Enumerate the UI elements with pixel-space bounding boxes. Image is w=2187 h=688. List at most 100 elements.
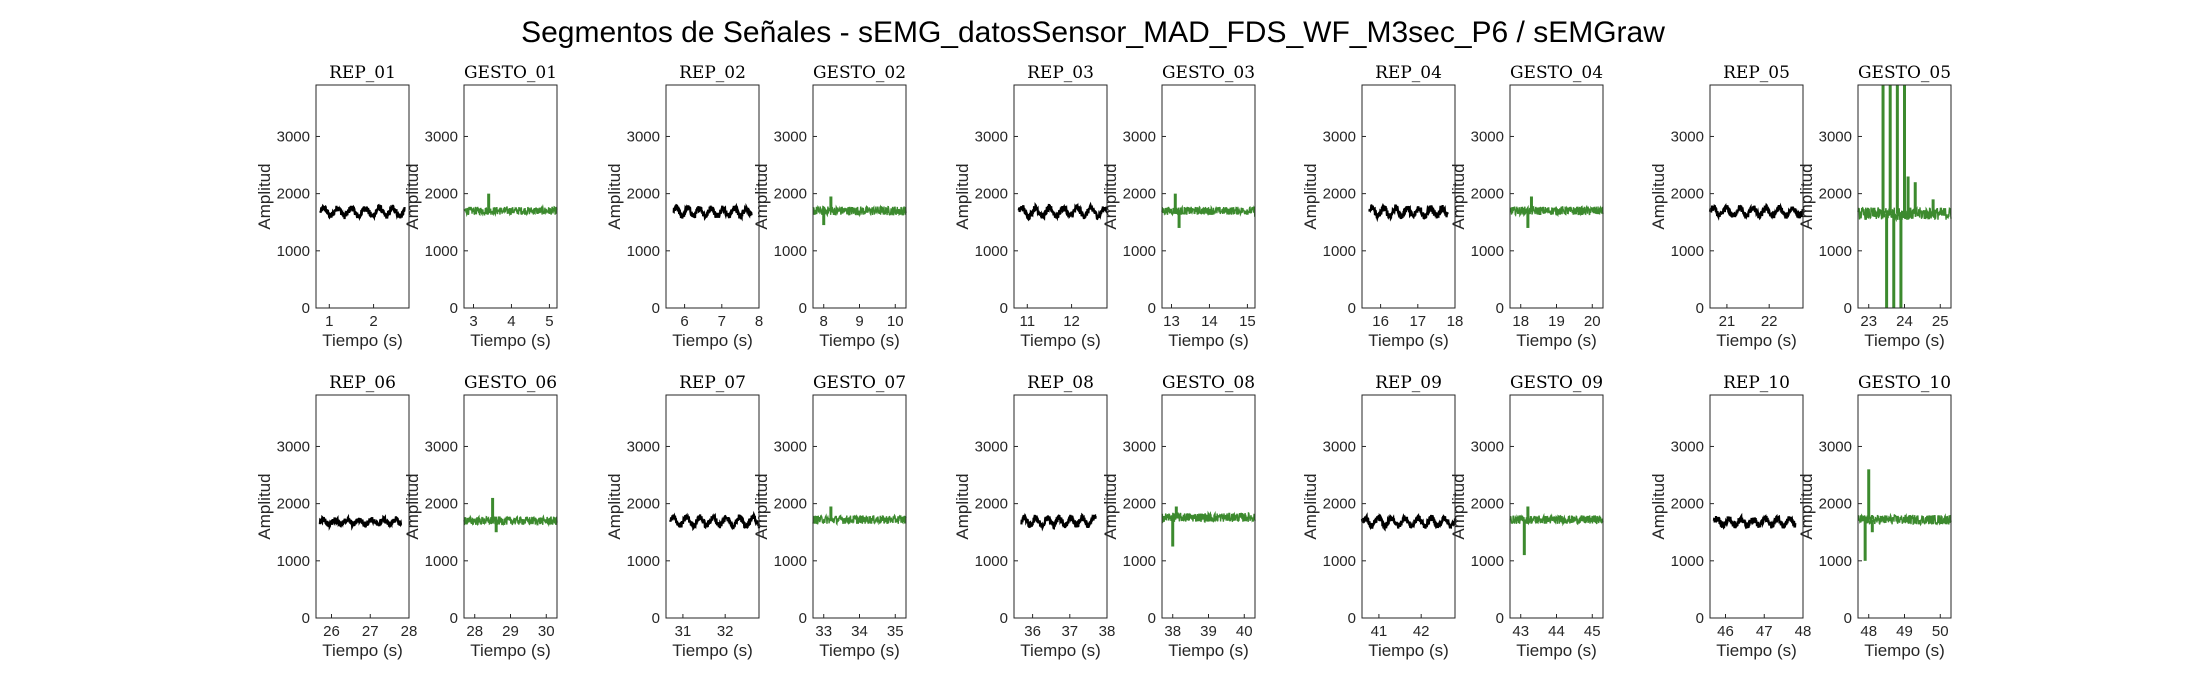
x-tick-label: 21 (1719, 313, 1736, 330)
y-tick-label: 1000 (774, 553, 807, 570)
y-tick-label: 0 (652, 300, 660, 317)
x-axis-label: Tiempo (s) (1368, 331, 1449, 350)
axes-box (665, 84, 760, 309)
x-tick-label: 9 (855, 313, 863, 330)
y-axis-label: Amplitud (1101, 473, 1120, 539)
y-tick-label: 2000 (1471, 186, 1504, 203)
figure-title: Segmentos de Señales - sEMG_datosSensor_… (521, 16, 1665, 49)
signal-line (1857, 206, 1952, 223)
x-tick-label: 48 (1860, 623, 1877, 640)
y-axis-label: Amplitud (403, 163, 422, 229)
x-tick-label: 50 (1932, 623, 1949, 640)
signal-line (463, 514, 558, 527)
x-tick-label: 18 (1512, 313, 1529, 330)
y-tick-label: 0 (799, 610, 807, 627)
y-tick-label: 2000 (1123, 186, 1156, 203)
x-axis-label: Tiempo (s) (1020, 641, 1101, 660)
x-tick-label: 43 (1512, 623, 1529, 640)
y-tick-label: 1000 (1323, 243, 1356, 260)
x-axis-label: Tiempo (s) (1516, 331, 1597, 350)
x-tick-label: 28 (401, 623, 418, 640)
x-tick-label: 26 (323, 623, 340, 640)
y-tick-label: 1000 (1671, 553, 1704, 570)
y-tick-label: 1000 (1819, 553, 1852, 570)
panel-title: REP_06 (329, 373, 396, 393)
x-tick-label: 11 (1019, 313, 1035, 330)
axes-box (1709, 84, 1804, 309)
y-tick-label: 2000 (1471, 496, 1504, 513)
signal-line (1509, 512, 1604, 527)
x-tick-label: 5 (545, 313, 553, 330)
x-tick-label: 7 (718, 313, 726, 330)
y-tick-label: 0 (1696, 300, 1704, 317)
y-tick-label: 0 (1148, 300, 1156, 317)
y-tick-label: 0 (450, 610, 458, 627)
axes-box (315, 394, 410, 619)
y-tick-label: 2000 (975, 496, 1008, 513)
signal-line (1017, 201, 1109, 222)
y-tick-label: 1000 (425, 243, 458, 260)
y-axis-label: Amplitud (953, 473, 972, 539)
x-axis-label: Tiempo (s) (1716, 331, 1797, 350)
y-axis-label: Amplitud (1101, 163, 1120, 229)
y-tick-label: 2000 (1323, 186, 1356, 203)
x-axis-label: Tiempo (s) (1516, 641, 1597, 660)
panel-title: GESTO_08 (1162, 373, 1255, 393)
y-tick-label: 1000 (975, 243, 1008, 260)
axes-box (1361, 84, 1456, 309)
y-tick-label: 1000 (627, 243, 660, 260)
x-tick-label: 1 (325, 313, 333, 330)
y-tick-label: 0 (1496, 610, 1504, 627)
x-axis-label: Tiempo (s) (1368, 641, 1449, 660)
x-axis-label: Tiempo (s) (1864, 331, 1945, 350)
y-tick-label: 1000 (1671, 243, 1704, 260)
y-axis-label: Amplitud (1449, 473, 1468, 539)
y-tick-label: 3000 (1123, 438, 1156, 455)
axes-box (463, 394, 558, 619)
y-tick-label: 2000 (774, 496, 807, 513)
y-tick-label: 1000 (425, 553, 458, 570)
y-tick-label: 2000 (1323, 496, 1356, 513)
x-tick-label: 10 (887, 313, 904, 330)
x-tick-label: 8 (755, 313, 763, 330)
x-tick-label: 4 (507, 313, 515, 330)
y-tick-label: 3000 (277, 128, 310, 145)
y-tick-label: 2000 (1671, 496, 1704, 513)
y-tick-label: 1000 (627, 553, 660, 570)
y-tick-label: 3000 (425, 128, 458, 145)
y-axis-label: Amplitud (1649, 473, 1668, 539)
x-tick-label: 22 (1761, 313, 1778, 330)
x-tick-label: 12 (1063, 313, 1080, 330)
x-tick-label: 6 (680, 313, 688, 330)
x-tick-label: 31 (675, 623, 692, 640)
x-tick-label: 20 (1584, 313, 1601, 330)
y-tick-label: 3000 (1819, 128, 1852, 145)
y-tick-label: 3000 (1323, 438, 1356, 455)
x-tick-label: 24 (1896, 313, 1913, 330)
x-axis-label: Tiempo (s) (1168, 331, 1249, 350)
y-tick-label: 3000 (774, 438, 807, 455)
x-tick-label: 8 (820, 313, 828, 330)
signal-line (1509, 204, 1604, 218)
x-axis-label: Tiempo (s) (672, 641, 753, 660)
x-tick-label: 45 (1584, 623, 1601, 640)
y-tick-label: 2000 (277, 186, 310, 203)
signal-line (812, 513, 907, 527)
signal-line (1708, 202, 1805, 221)
panel-title: GESTO_07 (813, 373, 906, 393)
x-tick-label: 2 (369, 313, 377, 330)
x-tick-label: 36 (1024, 623, 1041, 640)
x-tick-label: 42 (1413, 623, 1430, 640)
y-tick-label: 0 (1496, 300, 1504, 317)
x-axis-label: Tiempo (s) (470, 641, 551, 660)
y-tick-label: 3000 (1471, 128, 1504, 145)
